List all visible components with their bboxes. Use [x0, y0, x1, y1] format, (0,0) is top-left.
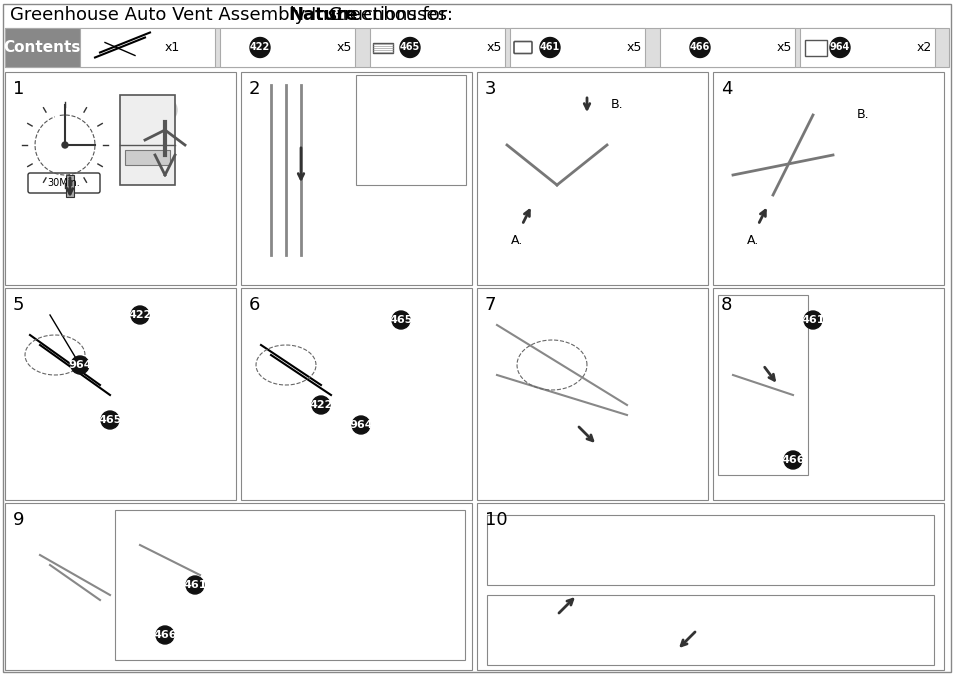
Text: x5: x5 [336, 41, 352, 54]
FancyBboxPatch shape [66, 175, 74, 197]
FancyBboxPatch shape [220, 28, 355, 67]
Circle shape [352, 416, 370, 434]
FancyBboxPatch shape [125, 150, 170, 165]
Circle shape [152, 98, 177, 122]
Circle shape [186, 576, 204, 594]
FancyBboxPatch shape [28, 173, 100, 193]
Text: 7: 7 [484, 296, 496, 314]
Text: 3: 3 [484, 80, 496, 98]
Text: 10: 10 [484, 511, 507, 529]
Text: 5: 5 [13, 296, 25, 314]
Text: x5: x5 [626, 41, 641, 54]
FancyBboxPatch shape [370, 28, 504, 67]
Circle shape [156, 626, 173, 644]
FancyBboxPatch shape [115, 510, 464, 660]
Text: 466: 466 [153, 630, 176, 640]
Circle shape [539, 38, 559, 57]
FancyBboxPatch shape [800, 28, 934, 67]
Text: 465: 465 [399, 43, 419, 53]
Circle shape [689, 38, 709, 57]
Circle shape [312, 396, 330, 414]
Text: 461: 461 [183, 580, 207, 590]
Text: 422: 422 [250, 43, 270, 53]
FancyBboxPatch shape [476, 503, 943, 670]
Circle shape [783, 451, 801, 469]
Text: 8: 8 [720, 296, 732, 314]
FancyBboxPatch shape [486, 515, 933, 585]
FancyBboxPatch shape [718, 295, 807, 475]
Text: x5: x5 [776, 41, 792, 54]
Text: x1: x1 [165, 41, 180, 54]
Text: 422: 422 [309, 400, 333, 410]
Text: 964: 964 [68, 360, 91, 370]
Text: 461: 461 [539, 43, 559, 53]
FancyBboxPatch shape [659, 28, 794, 67]
FancyBboxPatch shape [510, 28, 644, 67]
FancyBboxPatch shape [712, 72, 943, 285]
Text: 4: 4 [720, 80, 732, 98]
Circle shape [399, 38, 419, 57]
FancyBboxPatch shape [486, 595, 933, 665]
Text: Greenhouse Auto Vent Assembly Instructions for:: Greenhouse Auto Vent Assembly Instructio… [10, 6, 458, 24]
FancyBboxPatch shape [5, 28, 948, 67]
FancyBboxPatch shape [355, 75, 465, 185]
Text: B.: B. [610, 99, 622, 111]
Text: 461: 461 [801, 315, 824, 325]
Circle shape [803, 311, 821, 329]
Text: 1: 1 [13, 80, 25, 98]
FancyBboxPatch shape [476, 288, 707, 500]
Text: 466: 466 [689, 43, 709, 53]
FancyBboxPatch shape [712, 288, 943, 500]
FancyBboxPatch shape [80, 28, 214, 67]
Circle shape [250, 38, 270, 57]
Text: 465: 465 [389, 315, 413, 325]
Circle shape [62, 142, 68, 148]
Text: x2: x2 [916, 41, 931, 54]
FancyBboxPatch shape [476, 72, 707, 285]
Circle shape [131, 306, 149, 324]
Text: 465: 465 [98, 415, 122, 425]
FancyBboxPatch shape [5, 503, 472, 670]
Text: 964: 964 [349, 420, 373, 430]
Text: 422: 422 [128, 310, 152, 320]
Text: Greenhouses: Greenhouses [323, 6, 447, 24]
Text: 466: 466 [781, 455, 804, 465]
FancyBboxPatch shape [120, 95, 174, 185]
FancyBboxPatch shape [241, 288, 472, 500]
Text: x5: x5 [486, 41, 502, 54]
Text: 964: 964 [829, 43, 849, 53]
Text: B.: B. [856, 109, 868, 121]
FancyBboxPatch shape [5, 72, 235, 285]
Text: Nature: Nature [288, 6, 357, 24]
Text: 9: 9 [13, 511, 25, 529]
Circle shape [829, 38, 849, 57]
Text: 2: 2 [249, 80, 260, 98]
FancyBboxPatch shape [5, 288, 235, 500]
Text: A.: A. [511, 234, 522, 246]
Text: Contents: Contents [3, 40, 81, 55]
FancyBboxPatch shape [241, 72, 472, 285]
Circle shape [101, 411, 119, 429]
Circle shape [71, 356, 89, 374]
Circle shape [392, 311, 410, 329]
FancyBboxPatch shape [5, 28, 80, 67]
Text: 30Min.: 30Min. [48, 178, 80, 188]
Text: 6: 6 [249, 296, 260, 314]
Text: A.: A. [746, 234, 759, 246]
